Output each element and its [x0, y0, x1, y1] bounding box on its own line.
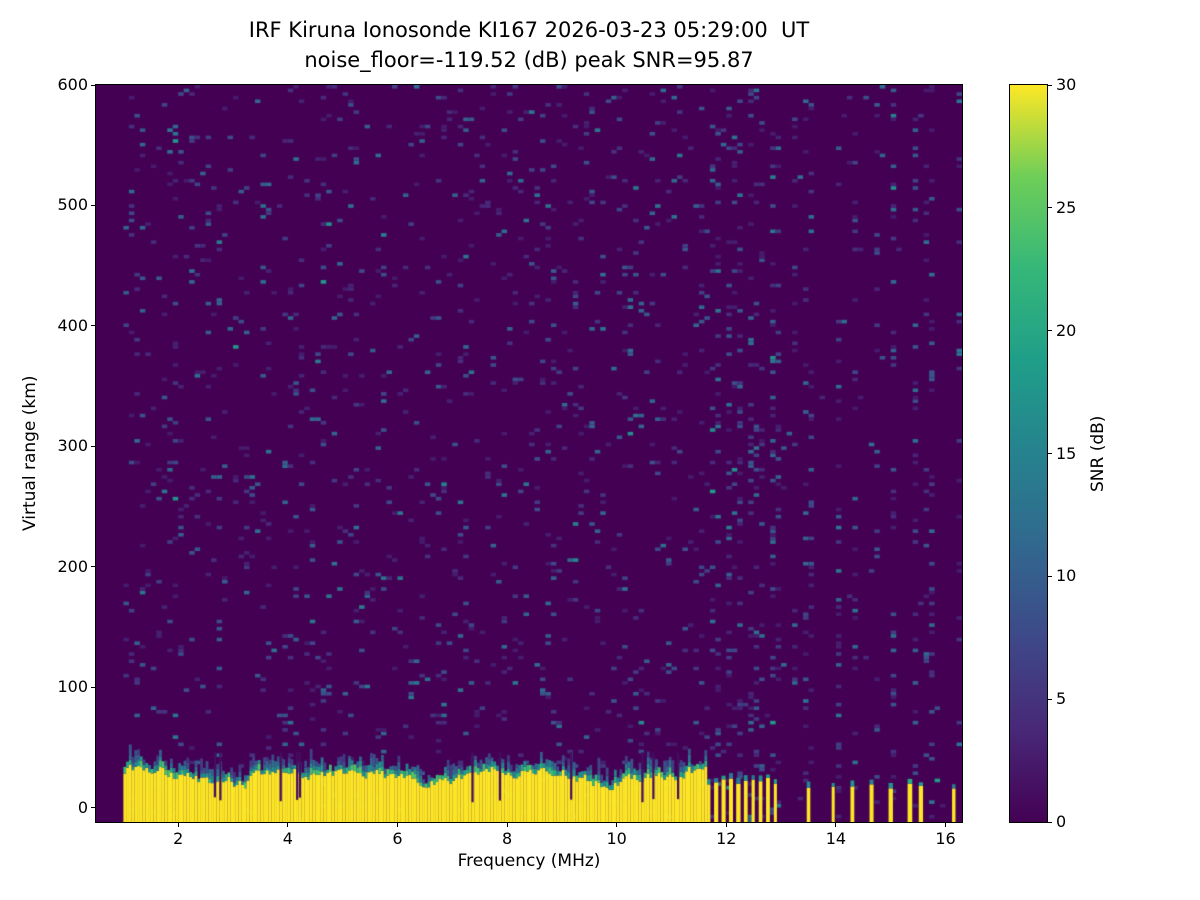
colorbar-tick-label: 30 [1056, 75, 1077, 94]
colorbar-tick-mark [1048, 575, 1052, 577]
colorbar-label: SNR (dB) [1088, 415, 1108, 492]
x-tick-label: 6 [392, 829, 403, 848]
y-tick-mark [91, 445, 95, 447]
y-tick-label: 300 [57, 436, 88, 456]
x-tick-label: 12 [716, 829, 737, 848]
plot-area [95, 84, 963, 823]
colorbar-tick-mark [1048, 84, 1052, 86]
colorbar-tick-label: 25 [1056, 197, 1077, 217]
y-tick-mark [91, 84, 95, 86]
colorbar-tick-mark [1048, 453, 1052, 454]
colorbar [1009, 84, 1048, 823]
x-tick-label: 14 [825, 829, 847, 848]
colorbar-tick-mark [1048, 207, 1052, 209]
y-tick-label: 600 [57, 75, 88, 94]
colorbar-tick-label: 20 [1056, 320, 1077, 340]
colorbar-tick-mark [1048, 698, 1052, 700]
x-tick-label: 8 [501, 829, 513, 848]
x-axis-label: Frequency (MHz) [457, 851, 601, 871]
x-tick-mark [616, 823, 618, 827]
x-tick-label: 2 [173, 829, 184, 848]
x-tick-mark [396, 823, 398, 827]
x-tick-mark [835, 823, 837, 827]
y-axis-label: Virtual range (km) [20, 375, 40, 532]
y-tick-mark [91, 204, 95, 206]
y-tick-label: 200 [57, 556, 88, 576]
chart-title: IRF Kiruna Ionosonde KI167 2026-03-23 05… [248, 18, 810, 42]
x-tick-label: 10 [606, 829, 627, 848]
colorbar-tick-label: 15 [1056, 443, 1077, 463]
colorbar-tick-label: 0 [1056, 812, 1067, 831]
y-tick-label: 400 [57, 315, 88, 335]
ionogram-heatmap [96, 85, 962, 822]
x-tick-label: 4 [282, 829, 293, 848]
x-tick-mark [287, 823, 289, 827]
chart-subtitle: noise_floor=-119.52 (dB) peak SNR=95.87 [304, 48, 754, 72]
colorbar-tick-label: 5 [1056, 689, 1067, 709]
y-tick-label: 500 [57, 195, 88, 215]
y-tick-label: 100 [57, 677, 88, 697]
y-tick-mark [91, 566, 95, 568]
colorbar-tick-mark [1048, 821, 1052, 823]
y-tick-label: 0 [77, 797, 88, 817]
x-tick-mark [945, 823, 947, 827]
colorbar-tick-mark [1048, 330, 1052, 332]
y-tick-mark [91, 807, 95, 809]
x-tick-mark [725, 823, 727, 827]
y-tick-mark [91, 325, 95, 327]
y-tick-mark [91, 686, 95, 688]
x-tick-mark [177, 823, 179, 827]
x-tick-mark [506, 823, 508, 827]
colorbar-tick-label: 10 [1056, 566, 1077, 586]
x-tick-label: 16 [935, 829, 956, 848]
